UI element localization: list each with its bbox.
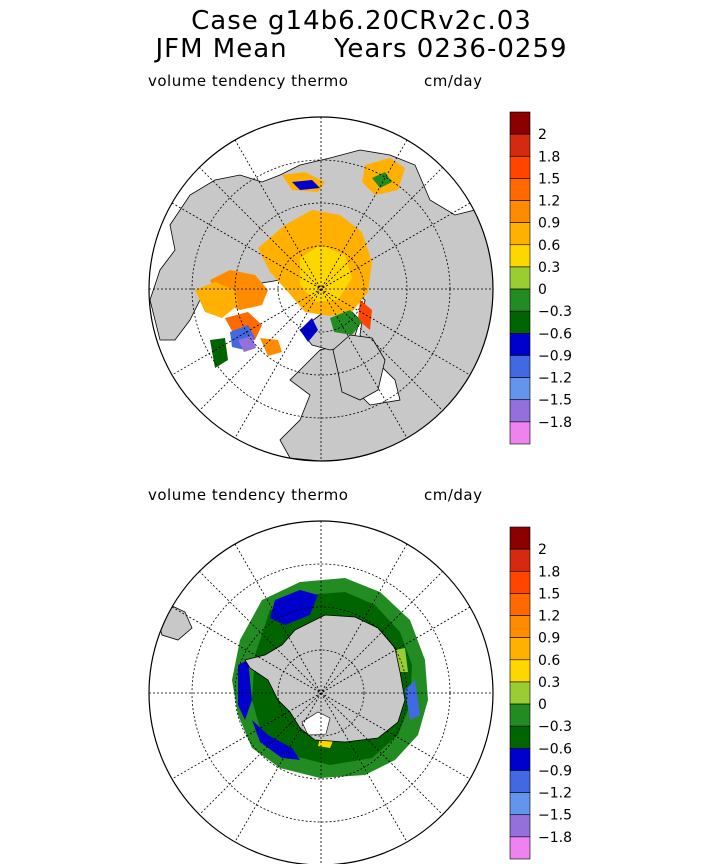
north-ice-bering-edge — [292, 180, 320, 190]
south-ice-west-blue — [238, 660, 252, 720]
south-colorbar-tick-label: −0.9 — [538, 763, 572, 779]
south-colorbar-tick-label: 0.3 — [538, 675, 560, 691]
south-colorbar-tick-label: 0.6 — [538, 653, 560, 669]
north-colorbar-tick-label: −1.2 — [538, 371, 572, 387]
north-colorbar-swatch — [509, 111, 531, 135]
north-colorbar-tick-label: 0.9 — [538, 216, 560, 232]
north-colorbar-tick-label: 0 — [538, 282, 547, 298]
north-colorbar-tick-label: 0.3 — [538, 260, 560, 276]
south-colorbar-swatch — [509, 748, 531, 771]
north-colorbar-tick-label: 1.2 — [538, 194, 560, 210]
south-colorbar-tick-label: −0.3 — [538, 719, 572, 735]
south-colorbar-swatch — [509, 703, 531, 727]
south-land-ross-shelf — [301, 711, 331, 736]
south-ice-east-blue — [405, 680, 420, 720]
south-colorbar-swatch — [509, 637, 531, 661]
south-colorbar-tick-label: −1.5 — [538, 808, 572, 824]
north-ice-okhotsk-edge — [372, 172, 392, 188]
north-colorbar-tick-label: 0.6 — [538, 238, 560, 254]
south-colorbar-swatch — [509, 570, 531, 594]
north-polar-map — [148, 116, 494, 462]
north-colorbar-tick-label: −0.3 — [538, 304, 572, 320]
north-colorbar-tick-label: −0.9 — [538, 348, 572, 364]
north-ice-barents-blue — [300, 318, 318, 342]
north-ice-hudson-south — [260, 338, 282, 356]
south-variable-label: volume tendency thermo — [148, 486, 349, 504]
south-colorbar-tick-label: 0.9 — [538, 631, 560, 647]
south-colorbar-tick-label: −0.6 — [538, 741, 572, 757]
north-colorbar: 2 1.8 1.5 1.2 0.9 0.6 0.3 0 −0.3 −0.6 −0.9 −1.2 −1.5… — [509, 111, 572, 445]
north-colorbar-tick-label: −1.5 — [538, 393, 572, 409]
north-colorbar-tick-label: −0.6 — [538, 326, 572, 342]
south-colorbar-swatch — [509, 770, 531, 793]
north-colorbar-swatch — [509, 288, 531, 312]
south-colorbar-swatch — [509, 659, 531, 683]
south-colorbar-tick-label: −1.8 — [538, 830, 572, 846]
north-ice-central-core — [300, 245, 352, 302]
south-colorbar-swatch — [509, 792, 531, 816]
south-land-antarctica — [244, 614, 406, 743]
north-units-label: cm/day — [424, 72, 483, 90]
south-polar-map — [148, 520, 494, 864]
north-variable-label: volume tendency thermo — [148, 72, 349, 90]
south-colorbar-swatch — [509, 615, 531, 638]
south-colorbar-swatch — [509, 681, 531, 705]
north-colorbar-tick-label: −1.8 — [538, 415, 572, 431]
north-colorbar-swatch — [509, 377, 531, 401]
north-colorbar-swatch — [509, 355, 531, 378]
north-colorbar-swatch — [509, 200, 531, 223]
north-colorbar-swatch — [509, 222, 531, 246]
north-colorbar-swatch — [509, 399, 531, 423]
north-map-border — [148, 116, 494, 462]
south-colorbar-swatch — [509, 725, 531, 749]
south-colorbar-tick-label: 0 — [538, 697, 547, 713]
north-ice-hudson-bay — [195, 282, 238, 318]
south-colorbar-tick-label: 1.5 — [538, 586, 560, 602]
south-colorbar-tick-label: 1.8 — [538, 564, 560, 580]
south-colorbar-tick-label: −1.2 — [538, 786, 572, 802]
south-colorbar-swatch — [509, 814, 531, 838]
north-colorbar-swatch — [509, 333, 531, 356]
north-colorbar-swatch — [509, 266, 531, 290]
north-colorbar-swatch — [509, 310, 531, 334]
north-ice-labrador-purple — [238, 336, 256, 352]
north-colorbar-swatch — [509, 244, 531, 268]
north-land-scandinavia — [332, 334, 386, 401]
south-units-label: cm/day — [424, 486, 483, 504]
south-colorbar-swatch — [509, 526, 531, 550]
north-colorbar-swatch — [509, 178, 531, 201]
north-colorbar-swatch — [509, 133, 531, 157]
north-colorbar-tick-label: 2 — [538, 127, 547, 143]
south-colorbar-swatch — [509, 548, 531, 572]
north-colorbar-tick-label: 1.8 — [538, 149, 560, 165]
south-colorbar-swatch — [509, 836, 531, 860]
south-colorbar-tick-label: 2 — [538, 542, 547, 558]
south-colorbar-tick-label: 1.2 — [538, 609, 560, 625]
south-colorbar-swatch — [509, 593, 531, 616]
figure-title-case: Case g14b6.20CRv2c.03 — [191, 6, 532, 36]
north-colorbar-swatch — [509, 155, 531, 179]
figure-title-period: JFM Mean Years 0236-0259 — [155, 34, 568, 64]
north-colorbar-swatch — [509, 421, 531, 445]
south-colorbar: 2 1.8 1.5 1.2 0.9 0.6 0.3 0 −0.3 −0.6 −0.9 −1.2 −1.5… — [509, 526, 572, 860]
north-colorbar-tick-label: 1.5 — [538, 171, 560, 187]
south-map-border — [148, 520, 494, 864]
